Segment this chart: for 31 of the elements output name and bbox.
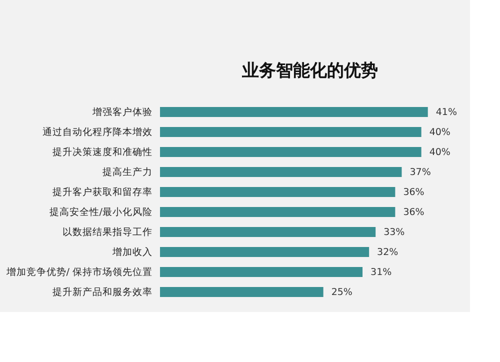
y-tick-label: 提高安全性/最小化风险 — [49, 206, 152, 218]
y-tick-label: 通过自动化程序降本增效 — [42, 126, 152, 138]
bar — [160, 147, 422, 157]
bar — [160, 227, 376, 237]
chart-title: 业务智能化的优势 — [241, 61, 378, 81]
data-label: 33% — [384, 227, 405, 238]
bar — [160, 107, 428, 117]
data-label: 40% — [429, 147, 450, 158]
y-tick-label: 增加竞争优势/ 保持市场领先位置 — [5, 266, 152, 278]
bar — [160, 287, 324, 297]
data-label: 41% — [436, 107, 457, 118]
bar — [160, 247, 370, 257]
data-label: 25% — [331, 287, 352, 298]
y-tick-label: 增加收入 — [112, 246, 152, 258]
y-tick-label: 增强客户体验 — [92, 106, 152, 118]
y-tick-label: 以数据结果指导工作 — [62, 226, 152, 238]
data-label: 36% — [403, 207, 424, 218]
bar — [160, 187, 396, 197]
y-tick-label: 提升新产品和服务效率 — [52, 286, 152, 298]
data-label: 36% — [403, 187, 424, 198]
bar — [160, 207, 396, 217]
y-tick-label: 提升客户获取和留存率 — [52, 186, 152, 198]
data-label: 31% — [370, 267, 392, 278]
y-tick-label: 提高生产力 — [102, 166, 152, 178]
data-label: 37% — [410, 167, 431, 178]
y-tick-label: 提升决策速度和准确性 — [52, 146, 152, 158]
data-label: 40% — [429, 127, 450, 138]
data-label: 32% — [377, 247, 398, 258]
bar — [160, 167, 402, 177]
bar — [160, 127, 422, 137]
bar — [160, 267, 363, 277]
